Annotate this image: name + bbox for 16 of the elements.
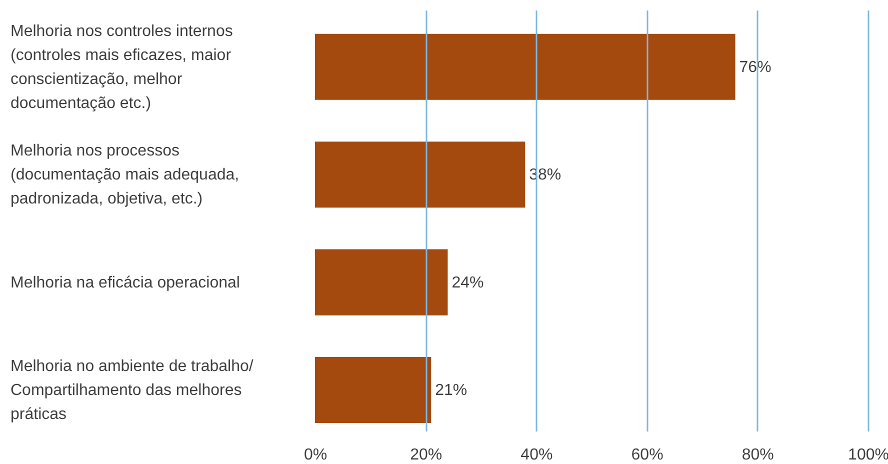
y-tick-label: Melhoria nos processos (documentação mais adequada, padronizada, objetiva, etc.) [10, 142, 240, 208]
bar [315, 249, 448, 316]
data-label: 21% [435, 382, 468, 400]
x-tick-label: 60% [631, 446, 664, 464]
y-tick-label: Melhoria na eficácia operacional [10, 274, 240, 292]
y-tick-label: Melhoria no ambiente de trabalho/ Compartilhamento das melhores práticas [10, 358, 254, 424]
x-tick-label: 20% [410, 446, 442, 464]
data-label: 24% [452, 274, 484, 292]
bar [315, 142, 526, 208]
x-tick-label: 0% [304, 446, 328, 464]
x-tick-label: 80% [742, 446, 774, 464]
bar [315, 357, 432, 424]
x-tick-label: 100% [848, 446, 888, 464]
y-tick-label: Melhoria nos controles internos (controles mais eficazes, maior conscientização, melhor documentação etc.) [10, 22, 233, 112]
x-tick-label: 40% [520, 446, 553, 464]
bar [315, 34, 736, 100]
